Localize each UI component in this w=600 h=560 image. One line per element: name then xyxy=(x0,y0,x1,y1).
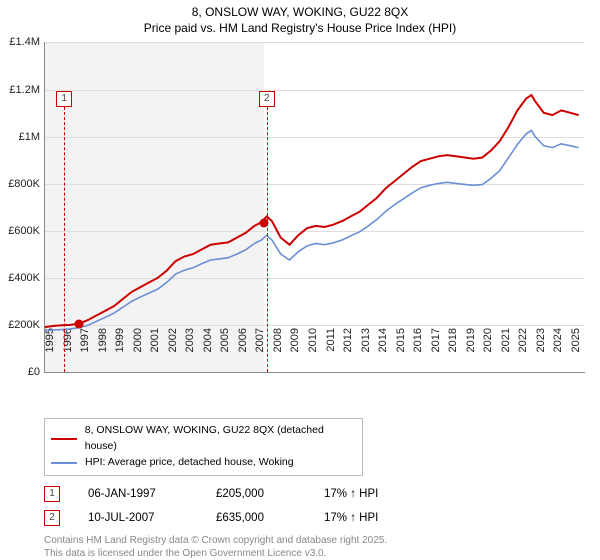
transaction-row: 2 10-JUL-2007 £635,000 17% ↑ HPI xyxy=(44,510,600,526)
entry-hpi: 17% ↑ HPI xyxy=(324,512,378,524)
marker-box-2: 2 xyxy=(259,91,275,107)
legend-label: 8, ONSLOW WAY, WOKING, GU22 8QX (detache… xyxy=(85,423,356,455)
y-axis-label: £600K xyxy=(0,225,40,237)
entry-date: 10-JUL-2007 xyxy=(88,512,188,524)
price-chart: £0£200K£400K£600K£800K£1M£1.2M£1.4M19951… xyxy=(44,42,584,372)
marker-dot-1 xyxy=(75,320,84,329)
y-axis-label: £200K xyxy=(0,319,40,331)
y-axis-label: £1.2M xyxy=(0,84,40,96)
title-line1: 8, ONSLOW WAY, WOKING, GU22 8QX xyxy=(0,4,600,20)
license-line1: Contains HM Land Registry data © Crown c… xyxy=(44,534,600,547)
marker-box-1: 1 xyxy=(56,91,72,107)
entry-marker: 1 xyxy=(44,486,60,502)
legend-swatch xyxy=(51,438,77,440)
entry-price: £635,000 xyxy=(216,512,296,524)
y-axis-label: £400K xyxy=(0,272,40,284)
transaction-entries: 1 06-JAN-1997 £205,000 17% ↑ HPI 2 10-JUL-200… xyxy=(44,486,600,526)
entry-date: 06-JAN-1997 xyxy=(88,488,188,500)
entry-price: £205,000 xyxy=(216,488,296,500)
series-hpi xyxy=(44,131,579,331)
legend-item: HPI: Average price, detached house, Woki… xyxy=(51,455,356,471)
title-line2: Price paid vs. HM Land Registry's House … xyxy=(0,20,600,36)
legend-item: 8, ONSLOW WAY, WOKING, GU22 8QX (detache… xyxy=(51,423,356,455)
transaction-row: 1 06-JAN-1997 £205,000 17% ↑ HPI xyxy=(44,486,600,502)
y-axis-label: £800K xyxy=(0,178,40,190)
legend-swatch xyxy=(51,462,77,464)
chart-svg xyxy=(44,42,584,372)
legend-label: HPI: Average price, detached house, Woki… xyxy=(85,455,294,471)
license-line2: This data is licensed under the Open Gov… xyxy=(44,547,600,560)
entry-hpi: 17% ↑ HPI xyxy=(324,488,378,500)
chart-title: 8, ONSLOW WAY, WOKING, GU22 8QX Price pa… xyxy=(0,0,600,36)
y-axis-label: £1.4M xyxy=(0,36,40,48)
series-price_paid xyxy=(44,95,579,327)
y-axis-label: £0 xyxy=(0,366,40,378)
entry-marker: 2 xyxy=(44,510,60,526)
y-axis-label: £1M xyxy=(0,131,40,143)
license-text: Contains HM Land Registry data © Crown c… xyxy=(44,534,600,560)
legend: 8, ONSLOW WAY, WOKING, GU22 8QX (detache… xyxy=(44,418,363,475)
